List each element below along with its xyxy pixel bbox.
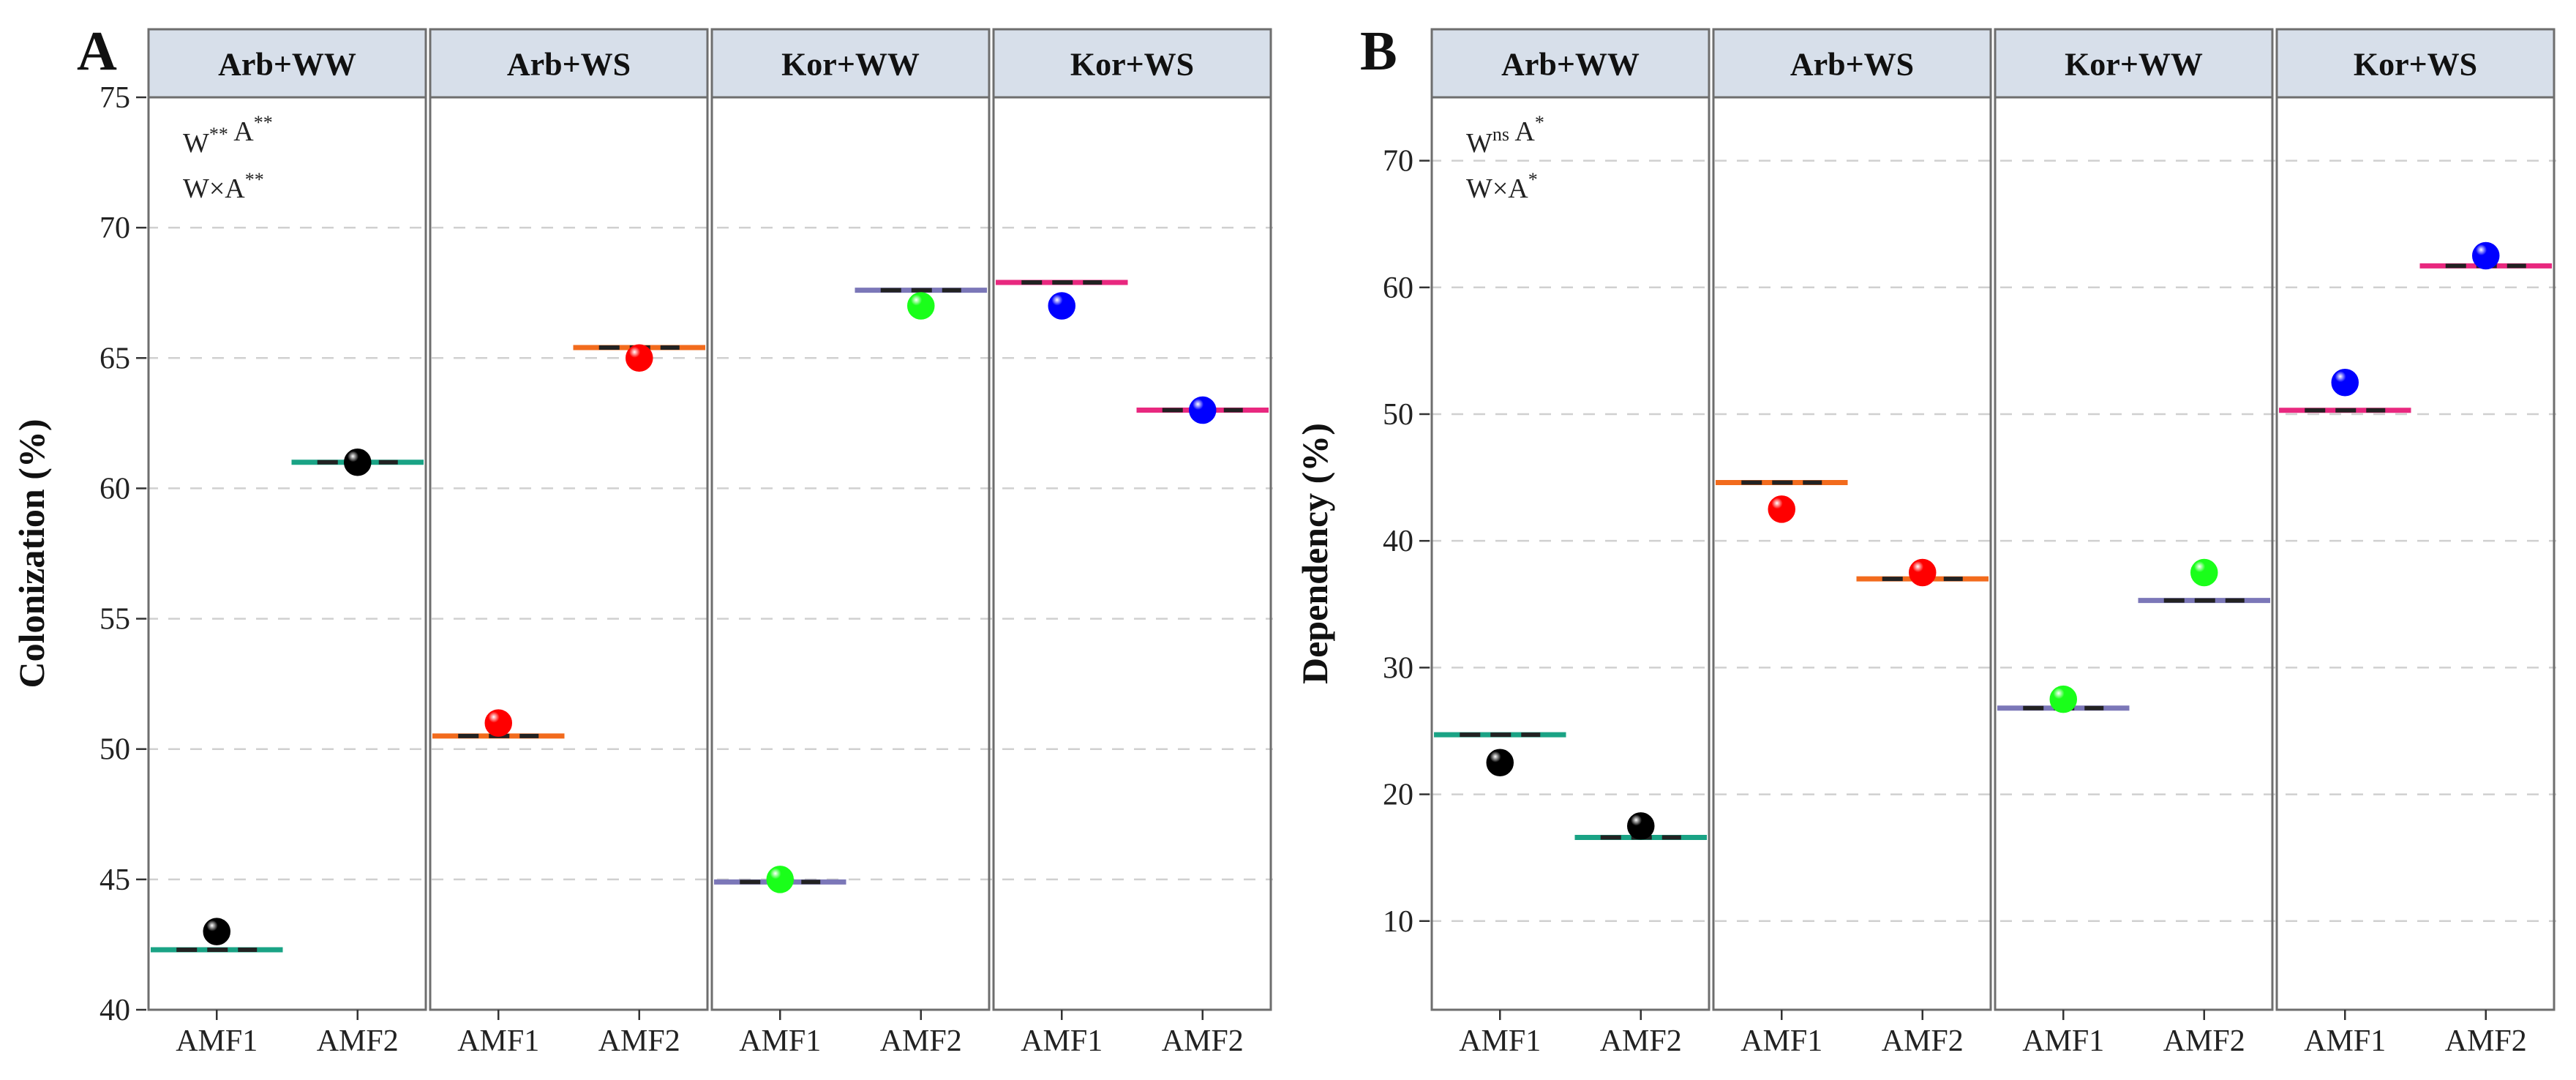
facet-frame: [147, 96, 427, 1011]
data-point: [1768, 495, 1795, 523]
x-tick-label: AMF1: [2022, 1024, 2104, 1058]
data-point: [1627, 812, 1655, 840]
facet-frame: [1430, 96, 1711, 1011]
y-tick-label: 40: [1383, 525, 1413, 558]
data-point: [2472, 241, 2500, 270]
facet-kor-ws: Kor+WS AMF1 AMF2: [2275, 28, 2556, 1058]
data-point: [2049, 685, 2077, 713]
facet-kor-ws: Kor+WS AMF1 AMF2: [992, 28, 1272, 1058]
panel-label: B: [1360, 20, 1397, 82]
facet-frame: [710, 96, 991, 1011]
y-tick-label: 20: [1383, 779, 1413, 812]
x-tick-label: AMF1: [1741, 1024, 1822, 1058]
facet-header-label: Arb+WW: [1501, 47, 1640, 83]
significance-annotation: W×A*: [1466, 169, 1538, 204]
facet-header: [710, 28, 991, 99]
facet-header: [992, 28, 1272, 99]
panel-label: A: [77, 20, 117, 82]
y-tick-label: 40: [99, 994, 130, 1027]
x-tick-label: AMF2: [880, 1024, 962, 1058]
facet-kor-ww: Kor+WW AMF1 AMF2: [710, 28, 991, 1058]
facet-frame: [1994, 96, 2274, 1011]
data-point: [626, 344, 653, 372]
facet-frame: [992, 96, 1272, 1011]
data-point: [2190, 558, 2218, 587]
facet-header-label: Arb+WS: [1790, 47, 1914, 83]
facet-frame: [429, 96, 709, 1011]
data-point: [2331, 368, 2359, 397]
y-tick-label: 30: [1383, 651, 1413, 685]
facet-header: [2275, 28, 2556, 99]
data-point: [1909, 558, 1937, 587]
y-tick-label: 60: [99, 472, 130, 506]
x-tick-label: AMF1: [1459, 1024, 1541, 1058]
x-tick-label: AMF2: [1600, 1024, 1682, 1058]
facet-frame: [1712, 96, 1992, 1011]
significance-annotation: Wns A*: [1466, 112, 1544, 159]
x-tick-label: AMF1: [739, 1024, 821, 1058]
x-tick-label: AMF2: [1162, 1024, 1244, 1058]
significance-annotation: W×A**: [183, 169, 264, 204]
facet-header-label: Kor+WW: [2065, 47, 2203, 83]
x-tick-label: AMF2: [598, 1024, 680, 1058]
data-point: [484, 709, 512, 737]
data-point: [1189, 396, 1217, 424]
y-tick-label: 60: [1383, 271, 1413, 305]
data-point: [1048, 292, 1075, 320]
significance-annotation: W** A**: [183, 112, 273, 159]
data-point: [766, 866, 794, 893]
y-axis-label: Colonization (%): [11, 419, 52, 688]
data-point: [1486, 749, 1514, 777]
y-tick-label: 50: [99, 733, 130, 767]
facet-header-label: Arb+WS: [507, 47, 631, 83]
facet-header: [1712, 28, 1992, 99]
facet-header-label: Arb+WW: [218, 47, 356, 83]
y-tick-label: 50: [1383, 398, 1413, 432]
facet-header-label: Kor+WS: [2354, 47, 2477, 83]
y-tick-label: 65: [99, 342, 130, 375]
y-tick-label: 55: [99, 603, 130, 637]
facet-header: [147, 28, 427, 99]
y-tick-label: 45: [99, 863, 130, 897]
x-tick-label: AMF1: [457, 1024, 539, 1058]
facet-arb-ws: Arb+WS AMF1 AMF2: [1712, 28, 1992, 1058]
facet-arb-ww: Arb+WW AMF1 AMF2: [1430, 28, 1711, 1058]
x-tick-label: AMF1: [2304, 1024, 2386, 1058]
y-tick-label: 75: [99, 81, 130, 115]
y-tick-label: 70: [1383, 145, 1413, 179]
x-tick-label: AMF2: [317, 1024, 399, 1058]
data-point: [907, 292, 935, 320]
facet-header-label: Kor+WS: [1070, 47, 1194, 83]
data-point: [203, 918, 230, 945]
facet-frame: [2275, 96, 2556, 1011]
y-tick-label: 70: [99, 211, 130, 245]
x-tick-label: AMF1: [176, 1024, 258, 1058]
y-tick-label: 10: [1383, 905, 1413, 939]
facet-kor-ww: Kor+WW AMF1 AMF2: [1994, 28, 2274, 1058]
y-axis-label: Dependency (%): [1294, 423, 1335, 684]
data-point: [344, 449, 372, 476]
facet-header-label: Kor+WW: [781, 47, 920, 83]
x-tick-label: AMF2: [2163, 1024, 2245, 1058]
facet-arb-ws: Arb+WS AMF1 AMF2: [429, 28, 709, 1058]
facet-header: [1994, 28, 2274, 99]
facet-arb-ww: Arb+WW AMF1 AMF2: [147, 28, 427, 1058]
x-tick-label: AMF2: [2445, 1024, 2527, 1058]
x-tick-label: AMF2: [1882, 1024, 1964, 1058]
x-tick-label: AMF1: [1021, 1024, 1103, 1058]
